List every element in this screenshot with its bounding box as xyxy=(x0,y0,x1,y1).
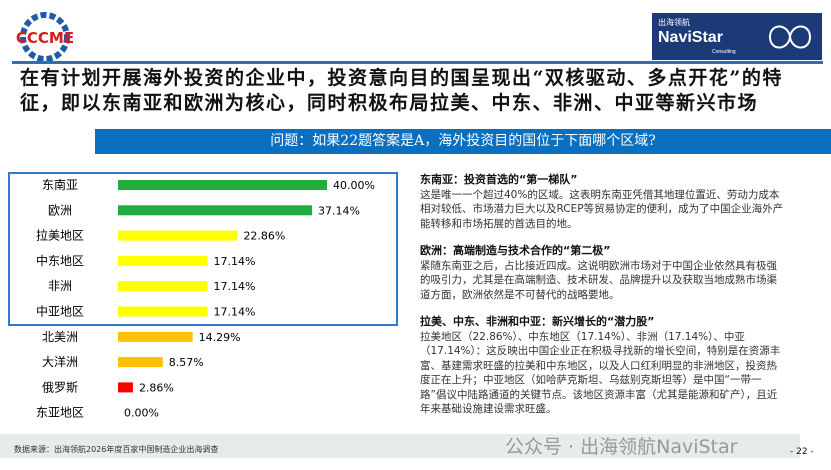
headline: 在有计划开展海外投资的企业中，投资意向目的国呈现出“双核驱动、多点开花”的特征，… xyxy=(20,67,783,114)
note-title: 拉美、中东、非洲和中亚：新兴增长的“潜力股” xyxy=(420,315,655,328)
category-label: 东南亚 xyxy=(42,177,78,192)
note-title: 东南亚：投资首选的“第一梯队” xyxy=(420,173,578,186)
data-label: 2.86% xyxy=(139,381,174,394)
category-label: 非洲 xyxy=(48,279,72,293)
data-label: 37.14% xyxy=(318,204,360,217)
question-banner: 问题：如果22题答案是A，海外投资目的国位于下面哪个区域? xyxy=(95,129,831,154)
notes: 东南亚：投资首选的“第一梯队” 这是唯一一个超过40%的区域。这表明东南亚凭借其地… xyxy=(420,173,785,430)
svg-text:CCCME: CCCME xyxy=(16,29,74,47)
bar xyxy=(118,331,193,342)
category-label: 欧洲 xyxy=(48,203,72,217)
data-label: 14.29% xyxy=(199,331,241,344)
note-body: 紧随东南亚之后，占比接近四成。这说明欧洲市场对于中国企业依然具有极强的吸引力，尤… xyxy=(420,259,777,301)
bar xyxy=(118,180,327,190)
bar xyxy=(118,382,133,393)
navistar-logo: 出海领航 NaviStar Consulting xyxy=(652,13,822,60)
logo-cn: 出海领航 xyxy=(658,18,690,27)
category-label: 北美洲 xyxy=(42,330,78,344)
bar xyxy=(118,205,313,216)
data-label: 40.00% xyxy=(333,179,375,192)
note-body: 这是唯一一个超过40%的区域。这表明东南亚凭借其地理位置近、劳动力成本相对较低、… xyxy=(420,188,784,230)
category-label: 中东地区 xyxy=(36,253,84,268)
cccme-logo: CCCME xyxy=(12,12,78,62)
category-label: 俄罗斯 xyxy=(42,380,78,394)
watermark: 公众号 · 出海领航NaviStar xyxy=(505,436,738,458)
data-label: 22.86% xyxy=(243,230,285,243)
bar xyxy=(118,281,208,292)
note-emerging: 拉美、中东、非洲和中亚：新兴增长的“潜力股” 拉美地区（22.86%）、中东地区（… xyxy=(420,315,785,417)
bar xyxy=(118,255,208,266)
category-label: 东亚地区 xyxy=(36,406,84,420)
bar xyxy=(118,357,163,368)
page-number: - 22 - xyxy=(790,447,814,457)
note-body: 拉美地区（22.86%）、中东地区（17.14%）、非洲（17.14%）、中亚（… xyxy=(420,330,781,416)
category-label: 拉美地区 xyxy=(36,228,84,243)
note-southeast-asia: 东南亚：投资首选的“第一梯队” 这是唯一一个超过40%的区域。这表明东南亚凭借其地… xyxy=(420,173,785,231)
highlight-box xyxy=(8,172,398,326)
data-label: 17.14% xyxy=(214,255,256,268)
bar-chart: 东南亚 40.00% 欧洲 37.14% 拉美地区 22.86% 中东地区 17.14% 非洲 1… xyxy=(36,177,375,420)
data-source: 数据来源：出海领航2026年度百家中国制造企业出海调查 xyxy=(14,445,219,454)
logo-en: NaviStar xyxy=(658,29,723,46)
logo-sub: Consulting xyxy=(712,49,736,55)
data-label: 17.14% xyxy=(214,280,256,293)
footer-band xyxy=(0,434,800,458)
note-title: 欧洲：高端制造与技术合作的“第二极” xyxy=(420,244,611,257)
data-label: 8.57% xyxy=(169,356,204,369)
data-label: 17.14% xyxy=(214,306,256,319)
bar xyxy=(118,230,238,241)
data-label: 0.00% xyxy=(124,407,159,420)
header-divider xyxy=(12,61,823,64)
bar xyxy=(118,306,208,317)
category-label: 大洋洲 xyxy=(42,354,78,369)
infinity-icon xyxy=(768,25,812,49)
note-europe: 欧洲：高端制造与技术合作的“第二极” 紧随东南亚之后，占比接近四成。这说明欧洲市场… xyxy=(420,244,785,302)
category-label: 中亚地区 xyxy=(36,304,84,319)
